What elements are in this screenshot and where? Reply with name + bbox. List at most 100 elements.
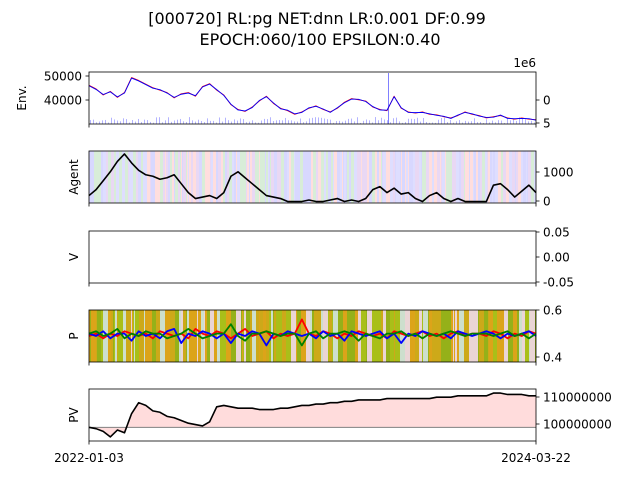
volume-bar-100 <box>390 122 391 124</box>
stripe-35 <box>187 310 189 362</box>
volume-bar-112 <box>426 121 427 124</box>
stripe-2 <box>93 151 94 203</box>
stripe-81 <box>257 151 258 203</box>
stripe-159 <box>405 151 406 203</box>
stripe-100 <box>377 310 381 362</box>
stripe-4 <box>96 151 98 203</box>
volume-bar-74 <box>312 117 313 124</box>
stripe-80 <box>255 151 257 203</box>
volume-bar-69 <box>297 121 298 124</box>
volume-bar-81 <box>333 122 334 124</box>
stripe-218 <box>518 151 521 203</box>
stripe-68 <box>274 310 276 362</box>
y-tick-label-left-0: 40000 <box>44 94 82 108</box>
stripe-173 <box>432 151 433 203</box>
stripe-93 <box>355 310 357 362</box>
volume-bar-102 <box>396 117 397 124</box>
volume-bar-35 <box>195 121 196 124</box>
volume-bar-51 <box>243 119 244 124</box>
stripe-162 <box>409 151 411 203</box>
stripe-52 <box>193 151 196 203</box>
stripe-57 <box>205 151 208 203</box>
y-axis-label: Agent <box>67 159 81 195</box>
stripe-209 <box>495 151 498 203</box>
series-line-3 <box>88 323 537 347</box>
volume-bar-25 <box>165 120 166 124</box>
y-tick-label-right-0: 0.05 <box>543 226 570 240</box>
stripe-42 <box>178 151 180 203</box>
volume-bar-65 <box>285 117 286 124</box>
volume-bar-49 <box>237 120 238 124</box>
volume-bar-135 <box>495 122 496 124</box>
volume-bar-146 <box>528 121 529 124</box>
stripe-161 <box>408 151 409 203</box>
stripe-171 <box>426 151 429 203</box>
stripe-55 <box>201 151 202 203</box>
stripe-83 <box>259 151 260 203</box>
stripe-77 <box>249 151 250 203</box>
stripe-70 <box>234 151 236 203</box>
volume-bar-41 <box>213 120 214 124</box>
stripe-189 <box>464 151 465 203</box>
volume-bar-147 <box>531 120 532 124</box>
volume-bar-71 <box>303 122 304 124</box>
axes-frame <box>88 71 537 125</box>
stripe-13 <box>118 310 123 362</box>
stripe-207 <box>492 151 493 203</box>
stripe-154 <box>396 151 397 203</box>
volume-bar-141 <box>513 118 514 124</box>
stripe-164 <box>413 151 415 203</box>
volume-bar-139 <box>507 118 508 124</box>
stripe-78 <box>250 151 252 203</box>
stripe-175 <box>434 151 436 203</box>
stripe-91 <box>270 151 271 203</box>
stripe-31 <box>157 151 160 203</box>
stripe-143 <box>375 151 377 203</box>
volume-bar-106 <box>408 118 409 124</box>
stripe-63 <box>263 310 266 362</box>
stripe-125 <box>457 310 459 362</box>
stripe-181 <box>445 151 446 203</box>
volume-bar-84 <box>342 121 343 124</box>
stripe-44 <box>181 151 182 203</box>
stripe-163 <box>411 151 413 203</box>
stripe-98 <box>367 310 372 362</box>
stripe-18 <box>133 310 134 362</box>
volume-bar-21 <box>153 122 154 124</box>
stripe-223 <box>527 151 528 203</box>
stripe-7 <box>103 151 106 203</box>
stripe-90 <box>343 310 347 362</box>
stripe-135 <box>357 151 358 203</box>
stripe-18 <box>131 151 133 203</box>
stripe-94 <box>357 310 358 362</box>
stripe-128 <box>343 151 344 203</box>
stripe-169 <box>422 151 423 203</box>
stripe-106 <box>395 310 400 362</box>
stripe-157 <box>401 151 402 203</box>
volume-bar-134 <box>492 120 493 124</box>
volume-bar-26 <box>168 117 169 124</box>
volume-bar-148 <box>534 122 535 124</box>
stripe-108 <box>303 151 306 203</box>
stripe-151 <box>390 151 393 203</box>
y-tick-label-right-1: 1000 <box>543 166 574 180</box>
volume-bar-68 <box>294 121 295 124</box>
volume-bar-12 <box>126 119 127 124</box>
stripe-26 <box>148 151 150 203</box>
stripe-201 <box>480 151 482 203</box>
volume-bar-137 <box>501 120 502 124</box>
volume-bar-117 <box>441 118 442 124</box>
stripe-101 <box>291 151 294 203</box>
volume-bar-99 <box>387 120 388 124</box>
stripe-1 <box>92 151 93 203</box>
stripe-95 <box>278 151 281 203</box>
stripe-208 <box>493 151 495 203</box>
volume-bar-46 <box>228 120 229 124</box>
volume-bar-116 <box>438 119 439 124</box>
volume-bar-53 <box>249 121 250 124</box>
stripe-45 <box>182 151 183 203</box>
stripe-79 <box>252 151 255 203</box>
volume-bar-61 <box>273 121 274 124</box>
stripe-56 <box>202 151 205 203</box>
stripe-102 <box>294 151 295 203</box>
